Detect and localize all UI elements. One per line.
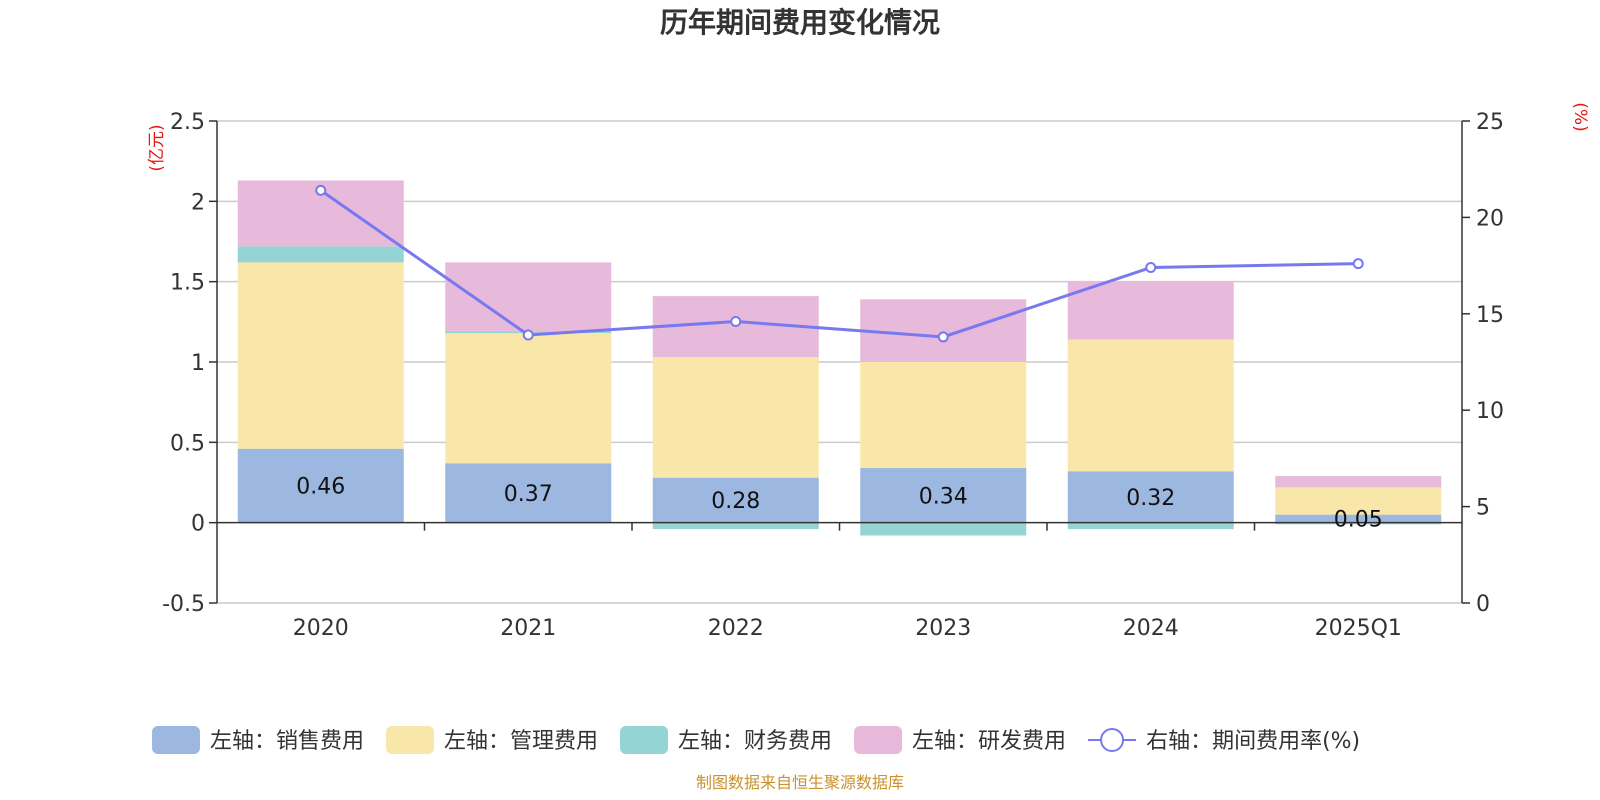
right-axis-tick-label: 0: [1476, 592, 1490, 617]
bar-segment: [652, 357, 819, 478]
bar-data-label: 0.32: [1126, 486, 1175, 511]
category-label: 2025Q1: [1315, 616, 1402, 641]
bar-data-label: 0.46: [296, 475, 345, 500]
bar-segment: [1067, 471, 1234, 523]
bar-segment: [237, 262, 404, 449]
legend-swatch: [386, 726, 435, 754]
data-labels: 0.46 0.37 0.28 0.34 0.32 0.05: [296, 475, 1382, 533]
bar-segment: [445, 262, 612, 332]
line-point: [730, 316, 742, 328]
bar-segment: [237, 246, 404, 263]
legend-swatch: [854, 726, 903, 754]
legend-label: 左轴：研发费用: [912, 729, 1066, 754]
axes: -0.5 0 0.5 1 1.5 2 2.5 0 5 10 15 20 25 2020 2021 2022 20…: [162, 110, 1504, 641]
right-axis-tick-label: 25: [1476, 110, 1504, 135]
legend-line-marker: [1100, 728, 1125, 752]
legend-label: 左轴：财务费用: [678, 729, 832, 754]
line-path: [319, 189, 1359, 339]
bar-segment: [860, 299, 1027, 362]
left-axis-tick-label: 1.5: [170, 271, 205, 296]
category-label: 2021: [500, 616, 556, 641]
bar-segment: [445, 463, 612, 523]
left-axis-tick-label: 0.5: [170, 431, 205, 456]
line-series: [315, 184, 1364, 343]
bar-data-label: 0.37: [504, 482, 553, 507]
legend-label: 左轴：管理费用: [444, 729, 598, 754]
category-label: 2023: [915, 616, 971, 641]
bar-segment: [1275, 514, 1442, 523]
bar-segment: [652, 522, 819, 530]
line-point: [315, 184, 327, 196]
right-axis-unit: (%): [1570, 102, 1590, 131]
bar-segment: [1067, 522, 1234, 530]
right-axis-tick-label: 5: [1476, 496, 1490, 521]
bar-segment: [1275, 476, 1442, 488]
bar-series: [237, 180, 1442, 536]
legend-swatch: [152, 726, 200, 754]
legend-label: 右轴：期间费用率(%): [1146, 729, 1360, 754]
left-axis-tick-label: 2.5: [170, 110, 205, 135]
bar-segment: [445, 333, 612, 464]
bar-segment: [1275, 522, 1442, 525]
bar-segment: [1275, 487, 1442, 515]
bar-data-label: 0.34: [919, 484, 968, 509]
source-note: 制图数据来自恒生聚源数据库: [696, 773, 904, 792]
bar-segment: [652, 477, 819, 523]
line-point: [1352, 258, 1364, 270]
legend: 左轴：销售费用 左轴：管理费用 左轴：财务费用 左轴：研发费用 右轴：期间费用率(%): [152, 726, 1360, 754]
legend-swatch: [620, 726, 669, 754]
line-point: [937, 331, 949, 343]
left-axis-tick-label: 2: [191, 190, 205, 215]
left-axis-tick-label: -0.5: [162, 592, 205, 617]
category-label: 2022: [708, 616, 764, 641]
category-label: 2020: [293, 616, 349, 641]
bar-data-label: 0.05: [1334, 508, 1383, 533]
left-axis-tick-label: 1: [191, 351, 205, 376]
bar-segment: [1067, 339, 1234, 472]
bar-segment: [1067, 281, 1234, 340]
left-axis-tick-label: 0: [191, 512, 205, 537]
right-axis-tick-label: 20: [1476, 206, 1504, 231]
bar-segment: [860, 362, 1027, 469]
bar-segment: [237, 448, 404, 523]
right-axis-tick-label: 10: [1476, 399, 1504, 424]
bar-segment: [860, 468, 1027, 523]
left-axis-unit: (亿元): [147, 124, 167, 171]
bar-data-label: 0.28: [711, 489, 760, 514]
bar-segment: [860, 522, 1027, 536]
grid-lines: [217, 120, 1462, 604]
line-point: [1145, 262, 1157, 274]
legend-label: 左轴：销售费用: [210, 729, 364, 754]
right-axis-tick-label: 15: [1476, 303, 1504, 328]
chart-title: 历年期间费用变化情况: [660, 6, 940, 39]
category-label: 2024: [1123, 616, 1179, 641]
line-point: [522, 329, 534, 341]
